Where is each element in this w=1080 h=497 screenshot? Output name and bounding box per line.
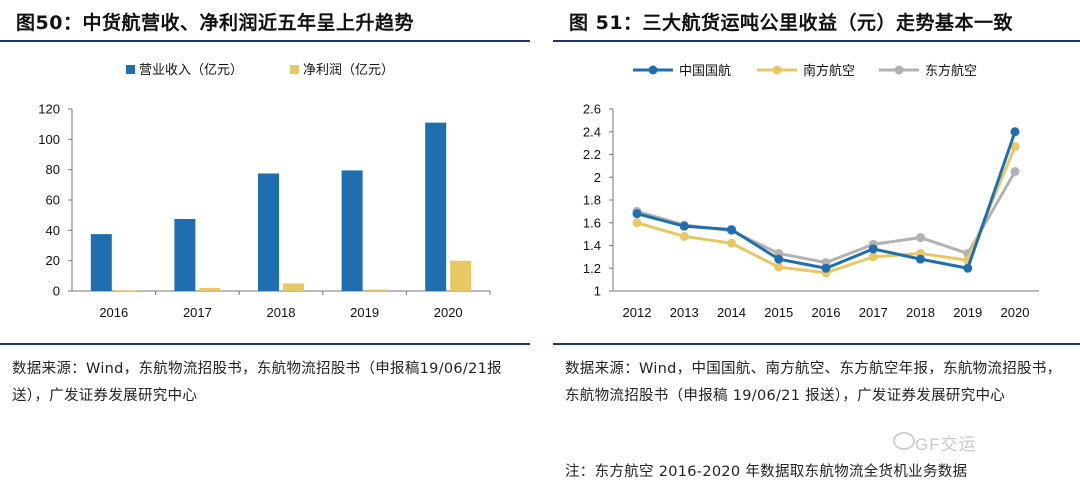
point-1-2013 (679, 231, 689, 241)
point-1-2020 (1010, 142, 1020, 152)
right-source-text: 数据来源：Wind，中国国航、南方航空、东方航空年报，东航物流招股书，东航物流招… (565, 361, 1062, 404)
y-tick-label: 2.6 (583, 102, 601, 117)
bar-0-2016 (90, 234, 112, 291)
legend-label-1: 净利润（亿元） (303, 63, 394, 78)
x-tick-label: 2018 (267, 305, 296, 320)
point-0-2020 (1010, 127, 1020, 137)
bar-1-2017 (199, 287, 221, 291)
point-1-2017 (868, 252, 878, 262)
right-source-rule (553, 343, 1080, 345)
x-tick-label: 2013 (670, 305, 699, 320)
y-tick-label: 80 (46, 162, 60, 177)
bar-0-2019 (341, 170, 363, 291)
right-panel: 图 51：三大航货运吨公里收益（元）走势基本一致 中国国航 南方航空 东方航空 1 1.… (553, 0, 1080, 497)
y-tick-label: 2.2 (583, 147, 601, 162)
point-0-2016 (821, 263, 831, 273)
legend-swatch-1 (290, 65, 299, 74)
bar-0-2020 (425, 122, 447, 292)
y-tick-label: 40 (46, 223, 60, 238)
y-tick-label: 2 (594, 170, 601, 185)
point-1-2014 (727, 238, 736, 248)
y-tick-label: 60 (46, 193, 60, 208)
point-0-2014 (727, 225, 736, 235)
left-title-rule (0, 40, 530, 42)
point-2-2020 (1010, 167, 1020, 177)
x-tick-label: 2016 (99, 305, 128, 320)
right-chart-title: 图 51：三大航货运吨公里收益（元）走势基本一致 (569, 12, 1014, 34)
x-tick-label: 2018 (906, 305, 935, 320)
left-source-text: 数据来源：Wind，东航物流招股书，东航物流招股书（申报稿19/06/21报送）… (12, 361, 502, 404)
y-tick-label: 1 (594, 284, 601, 299)
right-note-text: 注：东方航空 2016-2020 年数据取东航物流全货机业务数据 (565, 464, 968, 480)
bar-1-2020 (450, 260, 472, 291)
bar-1-2019 (366, 289, 388, 291)
point-0-2015 (774, 254, 784, 264)
y-tick-label: 1.2 (583, 261, 601, 276)
point-0-2019 (963, 263, 973, 273)
series-line-2 (636, 170, 1017, 265)
right-title-rule (553, 40, 1080, 42)
x-tick-label: 2017 (859, 305, 888, 320)
point-0-2013 (679, 221, 689, 231)
point-1-2015 (774, 262, 784, 272)
y-tick-label: 1.8 (583, 193, 601, 208)
y-tick-label: 20 (46, 253, 60, 268)
point-2-2018 (916, 233, 925, 243)
y-tick-label: 1.4 (583, 238, 601, 253)
legend-label-0: 中国国航 (679, 63, 731, 79)
x-tick-label: 2014 (717, 305, 746, 320)
legend-label-0: 营业收入（亿元） (139, 63, 243, 78)
watermark: GF交运 (915, 435, 977, 454)
line-chart: 中国国航 南方航空 东方航空 1 1.2 1.4 1.6 1.8 2 2.2 2.4 2.6 2012 2… (583, 63, 1039, 320)
y-tick-label: 2.4 (583, 124, 601, 139)
x-tick-label: 2012 (623, 305, 652, 320)
legend-marker-1 (772, 65, 782, 75)
legend-label-2: 东方航空 (925, 63, 977, 79)
legend-label-1: 南方航空 (803, 63, 855, 79)
bar-chart: 营业收入（亿元） 净利润（亿元） 0 20 40 60 80 100 120 2016 2017 20… (38, 63, 491, 320)
bar-0-2018 (258, 173, 279, 291)
wechat-icon (893, 432, 915, 450)
x-tick-label: 2016 (812, 305, 841, 320)
x-tick-label: 2019 (953, 305, 982, 320)
left-source-rule (0, 343, 530, 345)
legend-marker-2 (894, 65, 904, 75)
point-1-2012 (632, 218, 642, 228)
point-0-2017 (868, 244, 878, 254)
x-tick-label: 2015 (764, 305, 793, 320)
y-tick-label: 100 (38, 132, 60, 147)
left-panel: 图50：中货航营收、净利润近五年呈上升趋势 营业收入（亿元） 净利润（亿元） 0 20… (0, 0, 530, 497)
y-tick-label: 120 (38, 102, 60, 117)
x-tick-label: 2020 (434, 305, 463, 320)
y-tick-label: 0 (53, 284, 60, 299)
left-chart-title: 图50：中货航营收、净利润近五年呈上升趋势 (16, 12, 414, 34)
legend-marker-0 (648, 65, 658, 75)
point-0-2018 (916, 254, 925, 264)
y-tick-label: 1.6 (583, 215, 601, 230)
x-tick-label: 2019 (350, 305, 379, 320)
legend-swatch-0 (126, 65, 135, 74)
x-tick-label: 2020 (1001, 305, 1030, 320)
bar-1-2016 (115, 290, 137, 292)
point-0-2012 (632, 209, 642, 219)
series-line-1 (636, 145, 1017, 275)
x-tick-label: 2017 (183, 305, 212, 320)
bar-0-2017 (174, 218, 196, 291)
series-line-0 (636, 131, 1017, 270)
bar-1-2018 (283, 283, 304, 291)
